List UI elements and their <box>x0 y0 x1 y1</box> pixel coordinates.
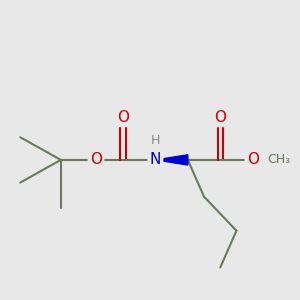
Text: O: O <box>214 110 226 125</box>
Text: H: H <box>151 134 160 147</box>
Text: CH₃: CH₃ <box>268 153 291 167</box>
Text: O: O <box>117 110 129 125</box>
Text: O: O <box>247 152 259 167</box>
Polygon shape <box>155 155 188 165</box>
Text: N: N <box>150 152 161 167</box>
Text: O: O <box>90 152 102 167</box>
